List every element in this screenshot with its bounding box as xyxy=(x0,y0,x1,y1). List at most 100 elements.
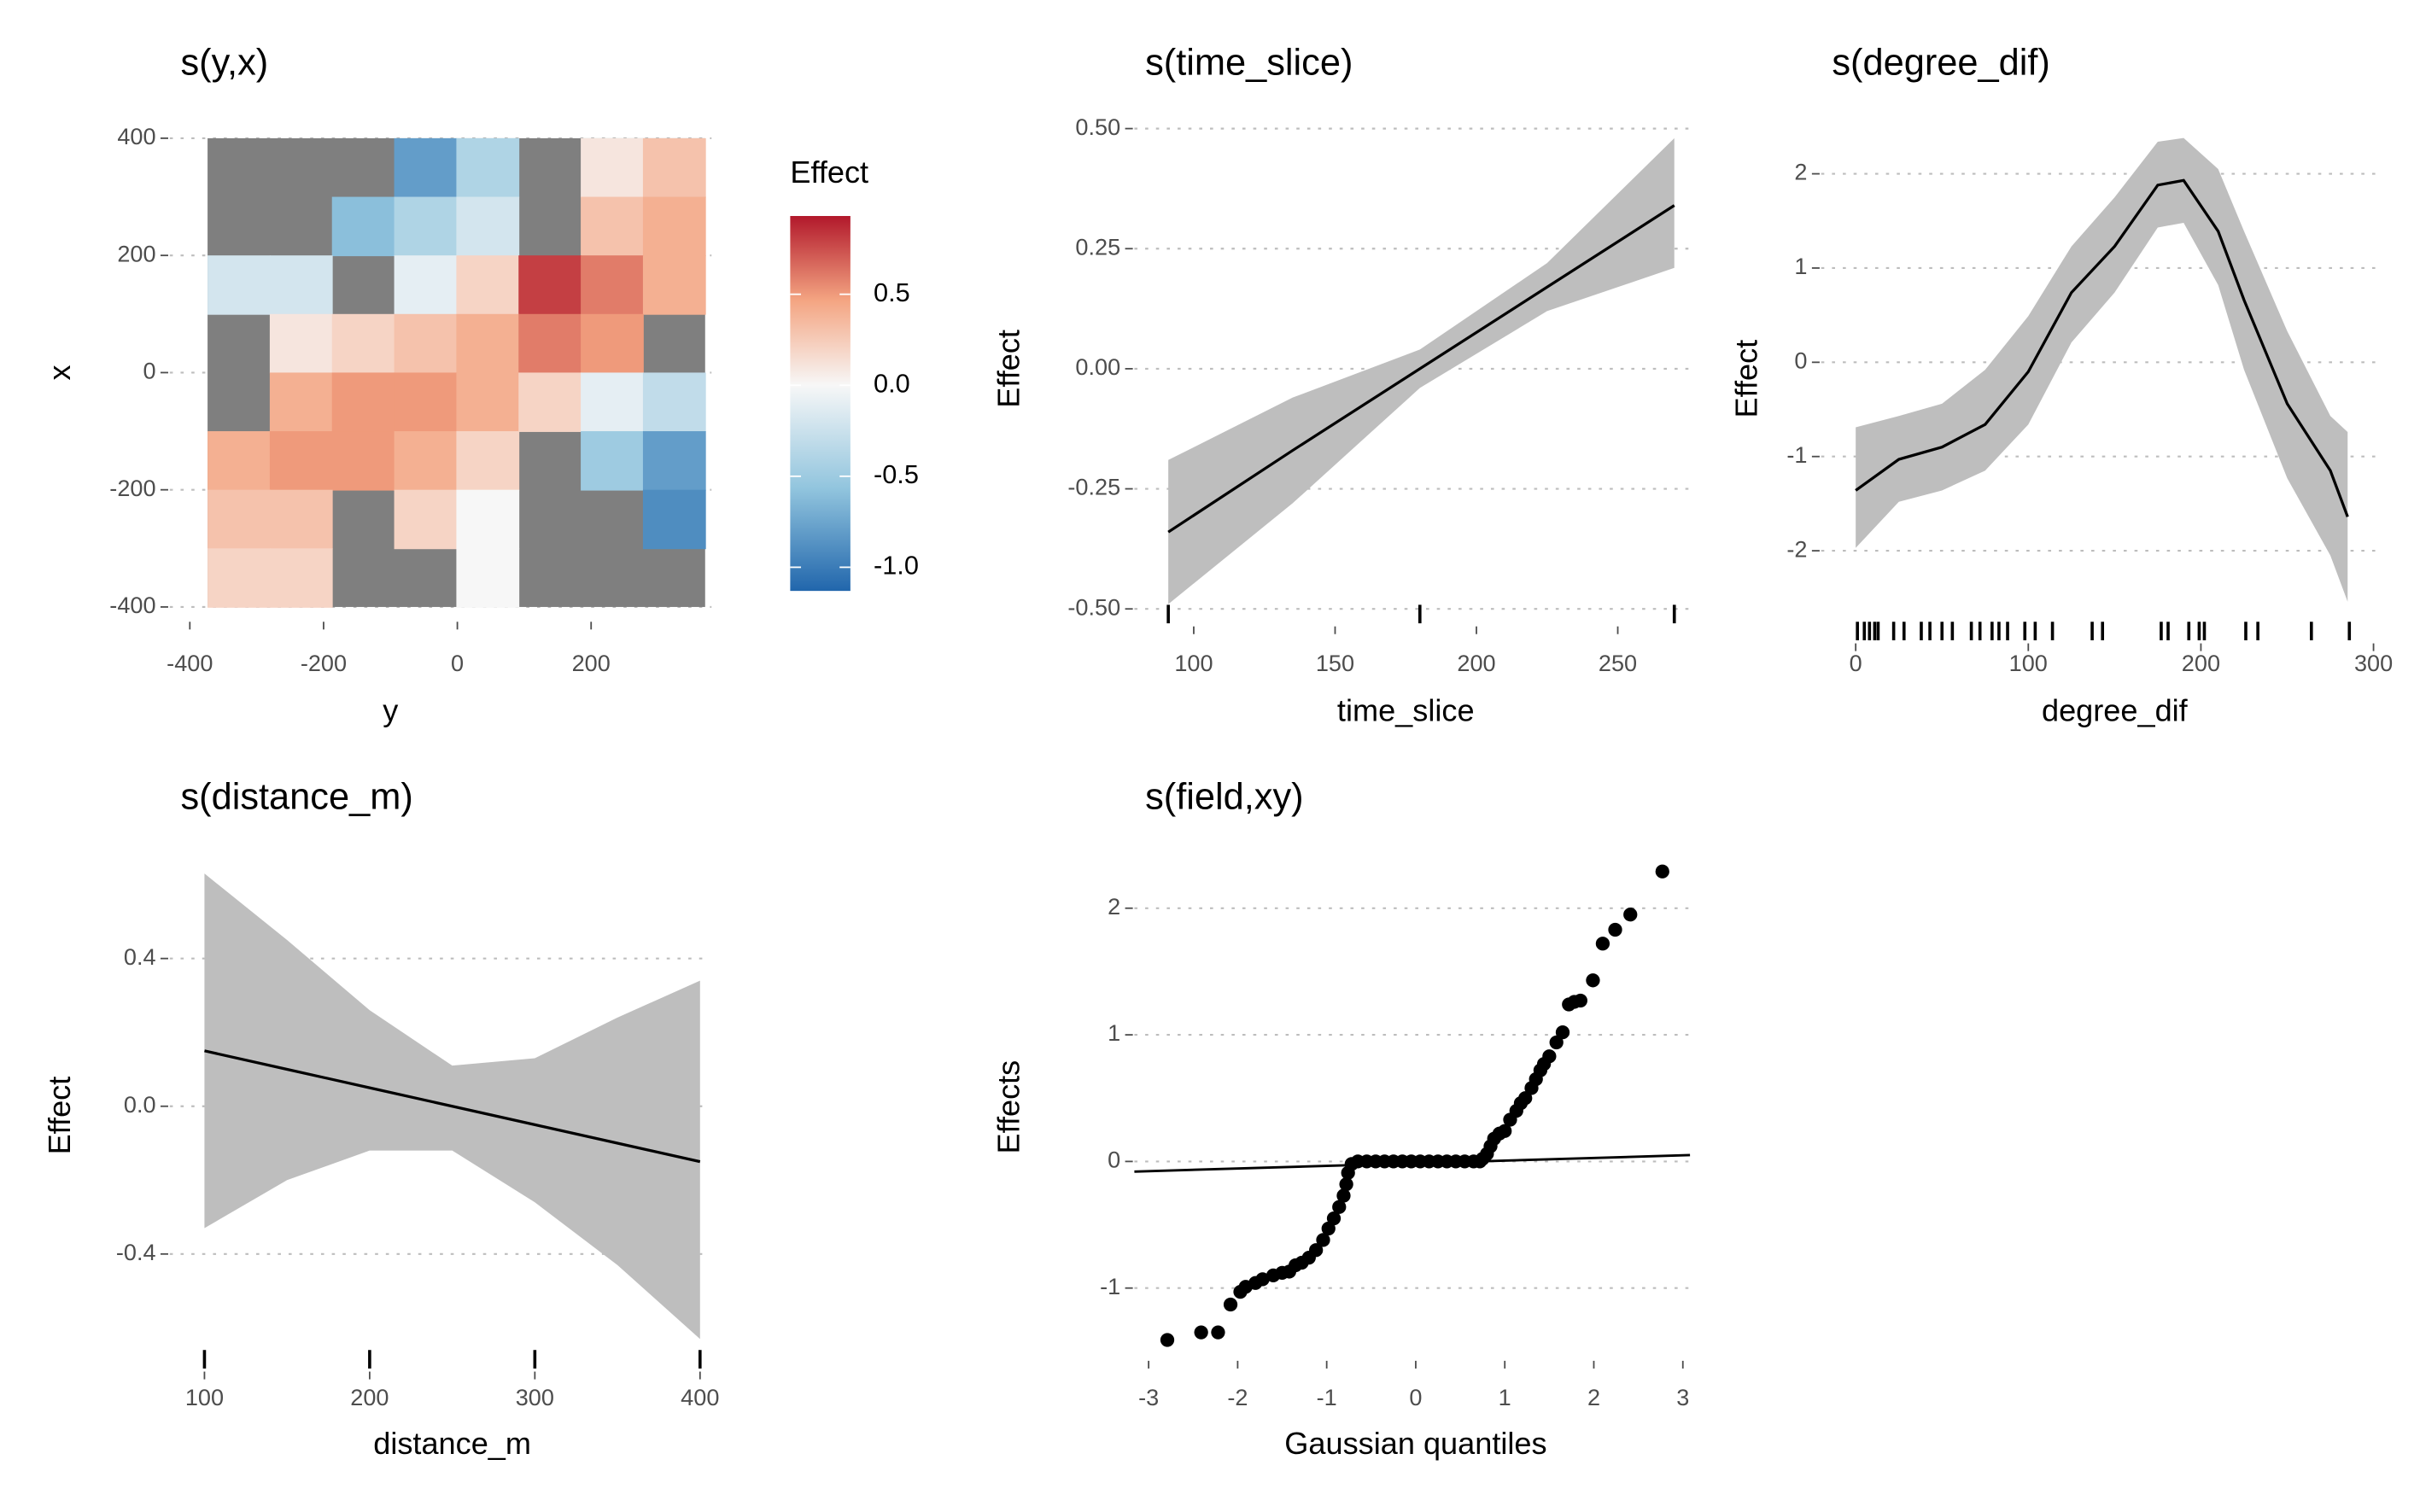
heat-cell xyxy=(518,372,582,432)
x-tick-label: 200 xyxy=(572,650,611,676)
point xyxy=(1655,864,1669,879)
x-tick-label: 200 xyxy=(350,1384,389,1410)
x-tick-label: 200 xyxy=(1457,650,1495,676)
point xyxy=(1518,1091,1533,1106)
heat-cell xyxy=(208,431,271,491)
heat-cell xyxy=(456,137,520,198)
x-axis-title: degree_dif xyxy=(2042,692,2189,727)
x-tick-label: 300 xyxy=(516,1384,554,1410)
point xyxy=(1194,1325,1208,1340)
heat-cell xyxy=(642,372,706,432)
heat-cell xyxy=(394,196,458,257)
effect-line xyxy=(204,1049,701,1164)
heat-cell xyxy=(642,196,706,257)
heat-cell xyxy=(642,137,706,198)
heat-cell xyxy=(581,137,644,198)
point xyxy=(1316,1233,1330,1247)
y-tick-label: 2 xyxy=(1108,893,1120,919)
point xyxy=(1223,1297,1238,1312)
heat-cell xyxy=(394,137,458,198)
point xyxy=(1326,1211,1342,1226)
effect-line xyxy=(1855,178,2349,517)
y-tick-label: -0.25 xyxy=(1067,474,1120,500)
heat-cell xyxy=(394,372,458,432)
y-tick-label: 0.0 xyxy=(124,1091,156,1118)
x-tick-label: 2 xyxy=(1587,1384,1600,1410)
point xyxy=(1623,908,1638,922)
y-tick-label: 200 xyxy=(117,240,155,266)
heat-cell xyxy=(581,196,644,257)
y-axis-title: Effect xyxy=(1728,340,1763,418)
heat-cell xyxy=(456,196,520,257)
y-axis-title: Effect xyxy=(991,330,1026,408)
y-tick-label: 0.25 xyxy=(1075,233,1120,260)
effect-line xyxy=(1167,204,1675,534)
heat-cell xyxy=(269,489,333,550)
heat-cell xyxy=(581,431,644,491)
heat-cell xyxy=(642,431,706,491)
x-tick-label: 0 xyxy=(451,650,464,676)
x-tick-label: 0 xyxy=(1850,650,1862,676)
y-tick-label: 1 xyxy=(1108,1019,1120,1046)
y-tick-label: 400 xyxy=(117,123,155,149)
x-axis-title: time_slice xyxy=(1337,692,1475,727)
y-tick-label: 1 xyxy=(1794,253,1807,279)
point xyxy=(1586,973,1600,988)
heat-cell xyxy=(456,431,520,491)
y-tick-label: -400 xyxy=(109,592,155,618)
point xyxy=(1255,1272,1270,1287)
legend-label: -0.5 xyxy=(874,459,919,489)
y-tick-label: -1 xyxy=(1100,1273,1120,1299)
heat-cell xyxy=(394,489,458,550)
heat-cell xyxy=(331,431,395,491)
legend-label: 0.0 xyxy=(874,368,910,398)
heat-cell xyxy=(581,255,644,315)
point xyxy=(1595,937,1610,951)
chart-title: s(y,x) xyxy=(180,42,268,83)
point xyxy=(1555,1025,1570,1040)
x-tick-label: 1 xyxy=(1499,1384,1511,1410)
heat-cell xyxy=(456,255,520,315)
heat-cell xyxy=(269,255,333,315)
x-tick-label: -1 xyxy=(1317,1384,1337,1410)
y-axis-title: Effect xyxy=(42,1077,77,1155)
point xyxy=(1160,1333,1175,1347)
y-tick-label: 0.50 xyxy=(1075,114,1120,140)
x-tick-label: 100 xyxy=(185,1384,224,1410)
point xyxy=(1542,1049,1557,1064)
chart-title: s(distance_m) xyxy=(180,777,412,818)
legend-label: -1.0 xyxy=(874,551,919,581)
point xyxy=(1608,922,1622,937)
x-axis-title: y xyxy=(383,692,398,727)
x-tick-label: -400 xyxy=(167,650,213,676)
x-tick-label: 200 xyxy=(2182,650,2220,676)
y-tick-label: -2 xyxy=(1786,535,1807,562)
point xyxy=(1332,1200,1347,1214)
heat-cell xyxy=(394,313,458,374)
heat-cell xyxy=(269,548,333,608)
x-tick-label: 100 xyxy=(2009,650,2048,676)
y-tick-label: -1 xyxy=(1786,441,1807,468)
x-axis-title: distance_m xyxy=(373,1426,531,1461)
x-tick-label: -3 xyxy=(1138,1384,1159,1410)
heat-cell xyxy=(581,372,644,432)
y-tick-label: 0.4 xyxy=(124,943,156,970)
chart-title: s(time_slice) xyxy=(1145,42,1353,83)
x-tick-label: -200 xyxy=(301,650,347,676)
heat-cell xyxy=(642,489,706,550)
x-tick-label: 3 xyxy=(1676,1384,1689,1410)
chart-title: s(degree_dif) xyxy=(1832,42,2050,83)
chart-title: s(field,xy) xyxy=(1145,777,1304,818)
heat-cell xyxy=(208,489,271,550)
y-axis-title: x xyxy=(42,365,77,380)
y-tick-label: 0 xyxy=(1794,347,1807,373)
heat-cell xyxy=(269,313,333,374)
point xyxy=(1498,1124,1512,1138)
y-tick-label: -200 xyxy=(109,475,155,501)
y-axis-title: Effects xyxy=(991,1060,1026,1154)
colorbar xyxy=(790,216,851,592)
y-tick-label: 2 xyxy=(1794,159,1807,185)
heat-cell xyxy=(456,372,520,432)
x-tick-label: 400 xyxy=(681,1384,719,1410)
